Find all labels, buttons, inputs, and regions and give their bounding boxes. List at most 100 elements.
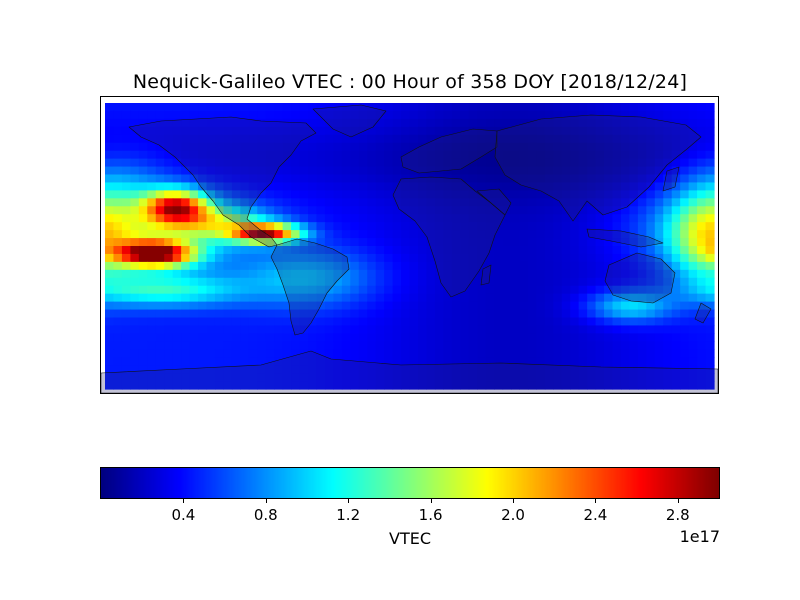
heatmap-cell <box>189 246 199 255</box>
heatmap-cell <box>536 134 546 144</box>
heatmap-cell <box>637 190 647 199</box>
colorbar-tick-label: 1.6 <box>418 506 443 524</box>
heatmap-cell <box>570 253 580 263</box>
heatmap-cell <box>367 134 377 144</box>
heatmap-cell <box>375 301 385 311</box>
heatmap-cell <box>299 373 309 382</box>
heatmap-cell <box>494 317 504 327</box>
heatmap-cell <box>282 357 292 366</box>
heatmap-cell <box>587 333 597 342</box>
heatmap-cell <box>697 166 707 176</box>
heatmap-cell <box>629 110 639 120</box>
heatmap-cell <box>198 333 208 342</box>
heatmap-cell <box>629 253 639 263</box>
heatmap-cell <box>189 309 199 319</box>
heatmap-cell <box>663 293 673 303</box>
heatmap-cell <box>705 285 715 295</box>
heatmap-cell <box>654 309 664 319</box>
heatmap-cell <box>113 142 123 152</box>
heatmap-cell <box>138 118 148 128</box>
heatmap-cell <box>248 246 258 255</box>
heatmap-cell <box>231 285 241 295</box>
heatmap-cell <box>587 246 597 255</box>
madagascar-outline <box>480 264 492 286</box>
heatmap-cell <box>375 206 385 215</box>
heatmap-cell <box>671 142 681 152</box>
heatmap-cell <box>443 333 453 342</box>
heatmap-cell <box>223 150 233 160</box>
heatmap-cell <box>494 166 504 176</box>
heatmap-cell <box>697 222 707 231</box>
heatmap-cell <box>147 214 157 223</box>
heatmap-cell <box>367 158 377 168</box>
heatmap-cell <box>544 373 554 382</box>
heatmap-cell <box>240 126 250 136</box>
heatmap-cell <box>248 222 258 231</box>
heatmap-cell <box>138 166 148 176</box>
heatmap-cell <box>654 158 664 168</box>
heatmap-cell <box>637 238 647 247</box>
heatmap-cell <box>341 349 351 358</box>
heatmap-cell <box>291 142 301 152</box>
heatmap-cell <box>316 238 326 247</box>
heatmap-cell <box>189 134 199 144</box>
heatmap-cell <box>121 118 131 128</box>
heatmap-cell <box>519 103 529 112</box>
heatmap-cell <box>629 246 639 255</box>
heatmap-cell <box>637 309 647 319</box>
heatmap-cell <box>646 333 656 342</box>
heatmap-cell <box>299 349 309 358</box>
heatmap-cell <box>375 222 385 231</box>
heatmap-cell <box>578 222 588 231</box>
heatmap-cell <box>324 261 334 271</box>
heatmap-cell <box>460 150 470 160</box>
heatmap-cell <box>223 142 233 152</box>
heatmap-cell <box>485 253 495 263</box>
heatmap-cell <box>206 269 216 279</box>
heatmap-cell <box>417 277 428 287</box>
heatmap-cell <box>392 134 402 144</box>
heatmap-cell <box>443 150 453 160</box>
heatmap-cell <box>274 150 284 160</box>
heatmap-cell <box>223 246 233 255</box>
heatmap-cell <box>138 365 148 374</box>
heatmap-cell <box>214 134 225 144</box>
heatmap-cell <box>671 238 681 247</box>
heatmap-cell <box>341 110 351 120</box>
heatmap-cell <box>155 285 165 295</box>
heatmap-cell <box>198 317 208 327</box>
heatmap-cell <box>113 198 123 207</box>
heatmap-cell <box>468 110 478 120</box>
heatmap-cell <box>663 325 673 334</box>
heatmap-cell <box>697 309 707 319</box>
heatmap-cell <box>578 261 588 271</box>
heatmap-cell <box>164 222 174 231</box>
vtec-map <box>101 103 718 393</box>
heatmap-cell <box>536 357 546 366</box>
heatmap-cell <box>316 142 326 152</box>
heatmap-cell <box>181 349 191 358</box>
heatmap-cell <box>181 253 191 263</box>
heatmap-cell <box>223 110 233 120</box>
heatmap-cell <box>671 381 681 390</box>
heatmap-cell <box>511 134 521 144</box>
heatmap-cell <box>570 126 580 136</box>
heatmap-cell <box>375 110 385 120</box>
heatmap-cell <box>223 309 233 319</box>
heatmap-cell <box>434 365 444 374</box>
heatmap-cell <box>282 341 292 350</box>
heatmap-cell <box>697 230 707 239</box>
heatmap-cell <box>604 357 614 366</box>
heatmap-cell <box>214 230 225 239</box>
heatmap-cell <box>697 341 707 350</box>
heatmap-cell <box>189 190 199 199</box>
heatmap-cell <box>401 309 411 319</box>
heatmap-cell <box>274 142 284 152</box>
heatmap-cell <box>612 150 622 160</box>
heatmap-cell <box>172 349 182 358</box>
heatmap-cell <box>147 285 157 295</box>
heatmap-cell <box>511 230 521 239</box>
heatmap-cell <box>265 341 275 350</box>
heatmap-cell <box>485 142 495 152</box>
heatmap-cell <box>561 365 571 374</box>
